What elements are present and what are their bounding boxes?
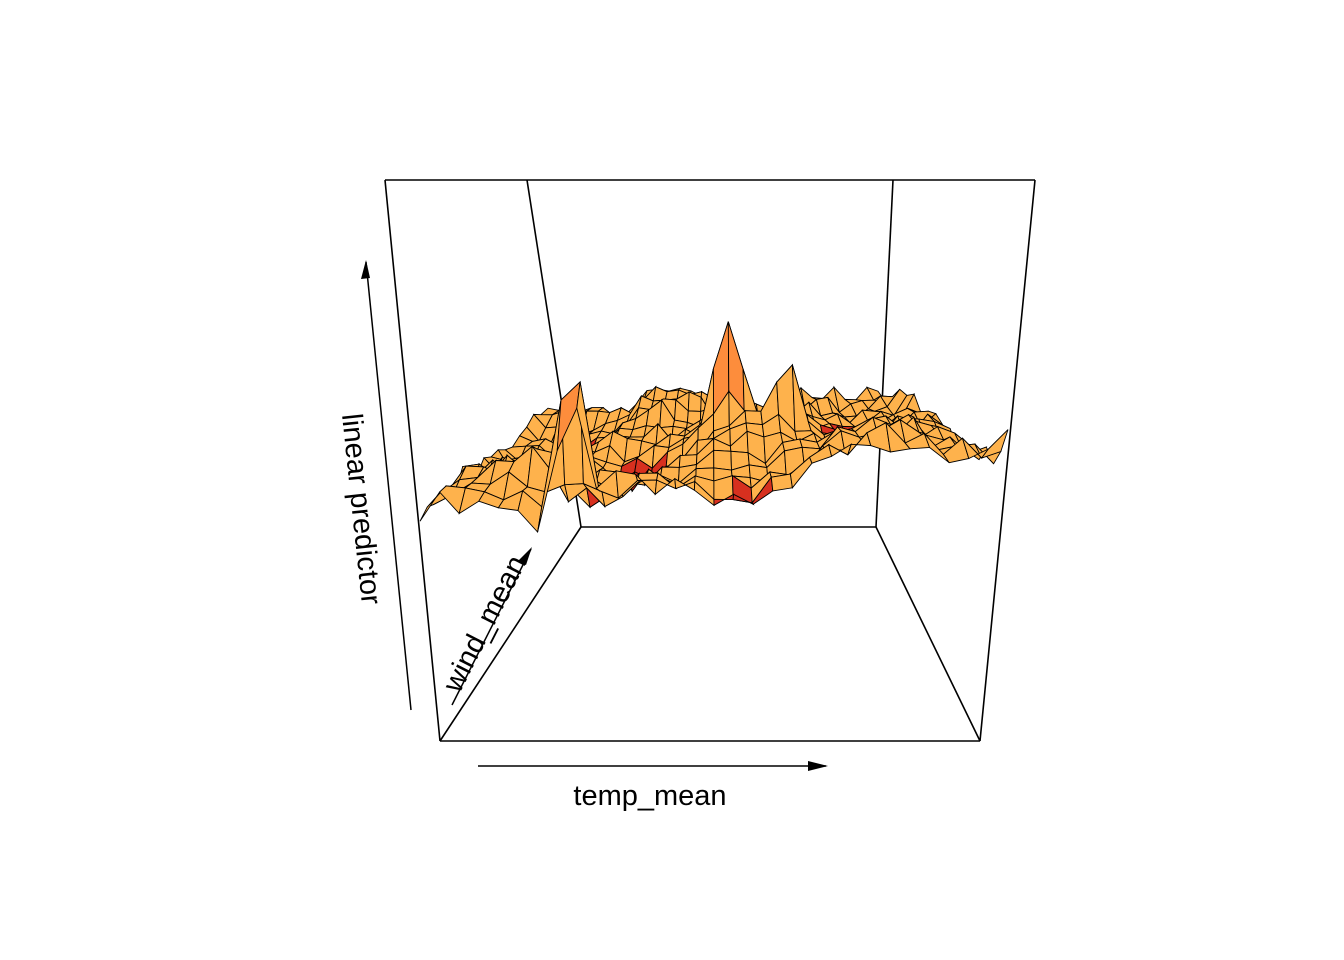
box-back — [385, 179, 1035, 742]
box-floor-left — [439, 526, 582, 742]
surface-facet — [744, 410, 763, 426]
box-floor-right — [875, 526, 981, 742]
surface-facet — [770, 473, 793, 492]
box-front-right — [979, 179, 1036, 742]
box-front-left — [384, 179, 441, 742]
z-axis-label: linear predictor — [335, 412, 387, 606]
x-axis-label: temp_mean — [573, 780, 726, 812]
box-front — [384, 179, 1036, 742]
surface-facet — [713, 449, 732, 471]
y-axis-label: wind_mean — [437, 551, 533, 699]
box-back-right-vertical — [875, 179, 894, 528]
surface-facet — [980, 429, 1009, 459]
y-axis-arrow — [451, 547, 532, 706]
z-axis-arrow — [361, 260, 412, 711]
x-axis-arrow — [478, 761, 828, 771]
surface-mesh — [419, 321, 1009, 533]
